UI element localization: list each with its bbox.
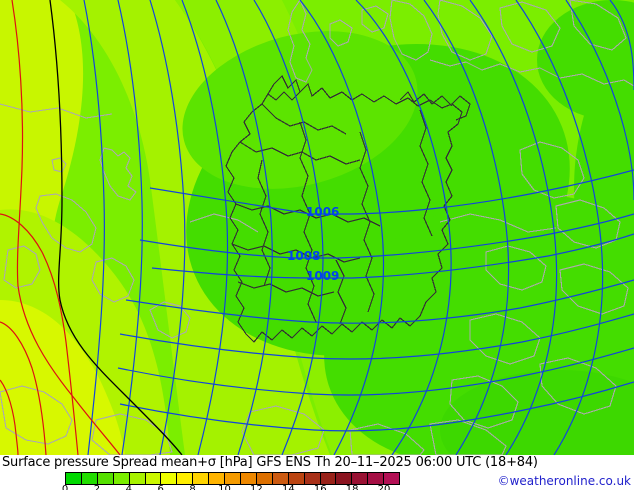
color-scale-tick-label: 8 <box>189 484 196 490</box>
color-scale-swatch <box>113 473 130 484</box>
color-scale-tick-label: 12 <box>250 484 263 490</box>
color-scale-swatch <box>97 473 114 484</box>
spread-band-4 <box>0 300 125 455</box>
color-scale-tick-label: 6 <box>157 484 164 490</box>
color-scale-swatch <box>256 473 273 484</box>
map-footer: Surface pressure Spread mean+σ [hPa] GFS… <box>0 455 634 490</box>
color-scale-tick-label: 0 <box>61 484 69 490</box>
color-scale-swatch <box>209 473 226 484</box>
spread-core-low-5 <box>440 370 634 455</box>
isobar-1013 <box>49 0 183 455</box>
weather-map-canvas[interactable]: 1006 1008 1009 <box>0 0 634 455</box>
color-scale: 0 2 4 6 8 10 12 14 16 18 20 <box>61 472 400 490</box>
isobar-label-1006: 1006 <box>306 205 340 219</box>
color-scale-tick-label: 10 <box>218 484 231 490</box>
isobar-lines-low <box>83 0 634 455</box>
color-scale-bar <box>65 472 400 485</box>
color-scale-swatch <box>240 473 257 484</box>
color-scale-swatch <box>129 473 146 484</box>
isobar-label-1009: 1009 <box>306 269 340 283</box>
color-scale-swatch <box>81 473 98 484</box>
color-scale-ticks: 0 2 4 6 8 10 12 14 16 18 20 <box>61 484 400 490</box>
color-scale-tick-label: 20 <box>377 484 391 490</box>
map-graphic <box>0 0 634 455</box>
color-scale-swatch <box>336 473 353 484</box>
color-scale-tick-label: 2 <box>93 484 101 490</box>
color-scale-swatch <box>177 473 194 484</box>
color-scale-swatch <box>66 473 82 484</box>
color-scale-swatch <box>352 473 369 484</box>
isobar-label-1008: 1008 <box>287 249 321 263</box>
copyright-notice: ©weatheronline.co.uk <box>497 474 631 488</box>
isobar-lines-high <box>0 0 121 455</box>
foreign-borders <box>0 0 634 455</box>
color-scale-tick-label: 16 <box>313 484 327 490</box>
color-scale-swatch <box>225 473 241 484</box>
color-scale-swatch <box>272 473 289 484</box>
color-scale-tick-label: 4 <box>125 484 132 490</box>
color-scale-swatch <box>288 473 305 484</box>
germany-borders <box>225 74 471 343</box>
color-scale-swatch <box>193 473 210 484</box>
color-scale-tick-label: 18 <box>345 484 359 490</box>
color-scale-swatch <box>320 473 337 484</box>
color-scale-swatch <box>161 473 178 484</box>
color-scale-swatch <box>304 473 321 484</box>
product-title: Surface pressure Spread mean+σ [hPa] GFS… <box>2 455 538 470</box>
color-scale-swatch <box>368 473 385 484</box>
spread-core-low-4 <box>537 0 634 120</box>
color-scale-swatch <box>145 473 162 484</box>
color-scale-swatch <box>384 473 400 484</box>
color-scale-tick-label: 14 <box>281 484 295 490</box>
